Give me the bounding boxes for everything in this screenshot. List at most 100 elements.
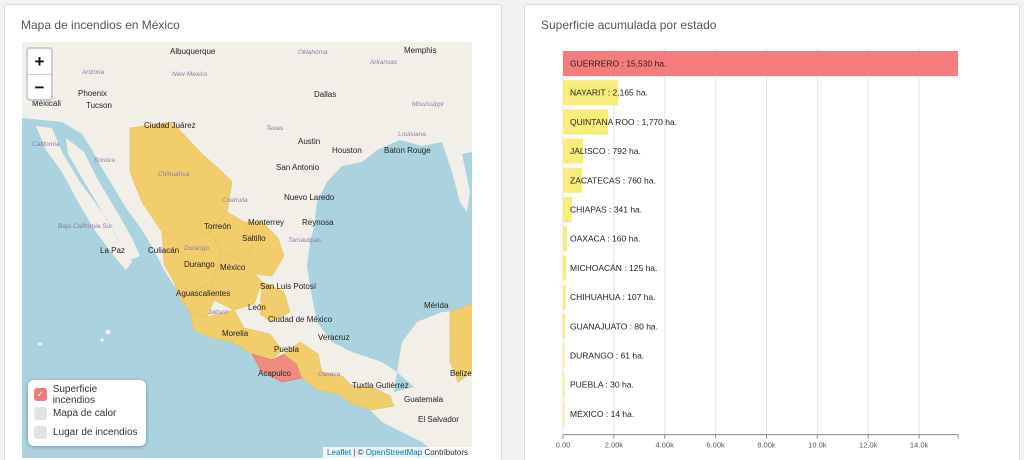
chart-x-tick-label: 8.00k (757, 441, 776, 450)
zoom-out-button[interactable]: − (28, 74, 51, 99)
map-region-label: Sonora (94, 157, 115, 164)
leaflet-link[interactable]: Leaflet (327, 448, 352, 457)
state-coahuila[interactable] (243, 221, 285, 277)
checkbox-unchecked-icon[interactable] (34, 407, 47, 420)
chart-bar-michoacán[interactable] (563, 255, 567, 281)
map-city-label: Memphis (404, 46, 436, 55)
layer-label: Superficie incendios (52, 383, 98, 406)
map-city-label: Guatemala (404, 395, 444, 404)
map-region-label: Mississippi (412, 101, 444, 108)
chart-bar-guanajuato[interactable] (563, 313, 566, 339)
chart-bar-guerrero[interactable] (563, 51, 958, 76)
chart-bar-label: QUINTANA ROO : 1,770 ha. (570, 117, 677, 127)
map-city-label: Puebla (274, 345, 299, 354)
map-city-label: Monterrey (248, 218, 284, 227)
chart-x-tick-label: 2.00k (605, 441, 624, 450)
map-panel-title: Mapa de incendios en México (21, 18, 180, 32)
chart-bar-label: MÉXICO : 14 ha. (570, 409, 634, 419)
island (100, 338, 104, 342)
florida-land (442, 142, 470, 212)
state-san-luis-potosi[interactable] (259, 281, 291, 323)
chart-bar-zacatecas[interactable] (563, 167, 583, 193)
chart-x-tick-label: 0.00 (556, 441, 571, 450)
map-city-label: Tucson (86, 101, 112, 110)
chart-x-tick-label: 12.0k (859, 441, 878, 450)
state-nayarit[interactable] (173, 281, 215, 318)
chart-x-tick-label: 10.0k (808, 441, 827, 450)
chart-bar-label: GUERRERO : 15,530 ha. (570, 59, 666, 69)
chart-bar-chiapas[interactable] (563, 197, 572, 222)
map-city-label: Tuxtla Gutiérrez (352, 381, 409, 390)
layer-mapa-de-calor[interactable]: Mapa de calor (34, 404, 140, 423)
chart-bar-label: DURANGO : 61 ha. (570, 351, 644, 361)
chart-bar-label: CHIAPAS : 341 ha. (570, 205, 642, 215)
map-region-label: Tamaulipas (288, 237, 322, 244)
zoom-in-button[interactable]: + (34, 52, 45, 71)
map-region-label: Louisiana (398, 131, 426, 138)
chart-bar-jalisco[interactable] (563, 138, 584, 164)
map-region-label: Arizona (81, 69, 104, 76)
map-region-label: Chihuahua (158, 171, 190, 178)
chart-bar-méxico[interactable] (563, 401, 565, 427)
chart-bar-label: PUEBLA : 30 ha. (570, 380, 634, 390)
map-attribution: Leaflet | © OpenStreetMap Contributors (323, 447, 472, 458)
map-region-label: Baja California Sur (58, 223, 113, 230)
attribution-separator: | © (351, 448, 366, 457)
map-city-label: Ciudad Juárez (144, 121, 196, 130)
fire-map[interactable]: Albuquerque Phoenix Tucson Mexicali Dallas Au… (22, 42, 472, 458)
map-city-label: México (220, 263, 246, 272)
chart-panel-title: Superficie acumulada por estado (541, 18, 717, 32)
map-city-label: San Antonio (276, 163, 320, 172)
layer-label: Lugar de incendios (53, 427, 138, 438)
zoom-control: + − (26, 47, 53, 101)
map-city-label: El Salvador (418, 415, 459, 424)
chart-bar-label: OAXACA : 160 ha. (570, 234, 640, 244)
usa-land (22, 42, 472, 242)
chart-bar-label: GUANAJUATO : 80 ha. (570, 321, 658, 331)
map-city-label: Nuevo Laredo (284, 193, 335, 202)
chart-bar-label: ZACATECAS : 760 ha. (570, 175, 656, 185)
layer-lugar-de-incendios[interactable]: Lugar de incendios (34, 423, 140, 442)
map-region-label: New Mexico (172, 71, 208, 78)
island (38, 342, 42, 346)
map-region-label: Durango (184, 245, 209, 252)
map-region-label: Texas (266, 125, 284, 132)
map-city-label: Albuquerque (170, 47, 216, 56)
chart-bar-label: JALISCO : 792 ha. (570, 146, 641, 156)
state-quintana-roo[interactable] (449, 303, 472, 383)
layer-control: ✓ Superficie incendios Mapa de calor Lug… (28, 380, 146, 446)
map-city-label: Baton Rouge (384, 146, 431, 155)
map-city-label: Belize (450, 369, 472, 378)
chart-x-tick-label: 14.0k (910, 441, 929, 450)
map-city-label: Aguascalientes (176, 289, 230, 298)
map-city-label: Morelia (222, 329, 249, 338)
map-city-label: Veracruz (318, 333, 350, 342)
checkbox-checked-icon[interactable]: ✓ (34, 388, 47, 401)
map-city-label: Culiacán (148, 246, 179, 255)
layer-label: Mapa de calor (53, 408, 117, 419)
map-city-label: Houston (332, 146, 362, 155)
map-city-label: Durango (184, 260, 215, 269)
chart-bar-nayarit[interactable] (563, 80, 619, 106)
state-chiapas[interactable] (337, 385, 395, 411)
chart-bar-label: CHIHUAHUA : 107 ha. (570, 292, 656, 302)
map-region-label: Oaxaca (318, 371, 341, 378)
chart-bar-durango[interactable] (563, 343, 565, 368)
chart-bar-puebla[interactable] (563, 372, 565, 398)
chart-x-tick-label: 4.00k (656, 441, 675, 450)
checkbox-unchecked-icon[interactable] (34, 426, 47, 439)
chart-bar-oaxaca[interactable] (563, 226, 568, 252)
chart-bar-quintana-roo[interactable] (563, 109, 609, 135)
map-city-label: Acapulco (258, 369, 291, 378)
layer-superficie-incendios[interactable]: ✓ Superficie incendios (34, 383, 140, 406)
attribution-contributors: Contributors (422, 448, 468, 457)
osm-link[interactable]: OpenStreetMap (365, 448, 423, 457)
map-city-label: Mérida (424, 301, 449, 310)
chart-bar-chihuahua[interactable] (563, 284, 566, 310)
chart-panel: Superficie acumulada por estado GUERRERO… (524, 4, 1020, 460)
chart-bar-label: MICHOACÁN : 125 ha. (570, 263, 657, 273)
map-city-label: Austin (298, 137, 320, 146)
map-city-label: Ciudad de México (268, 315, 333, 324)
map-city-label: La Paz (100, 246, 125, 255)
map-city-label: Phoenix (78, 89, 107, 98)
